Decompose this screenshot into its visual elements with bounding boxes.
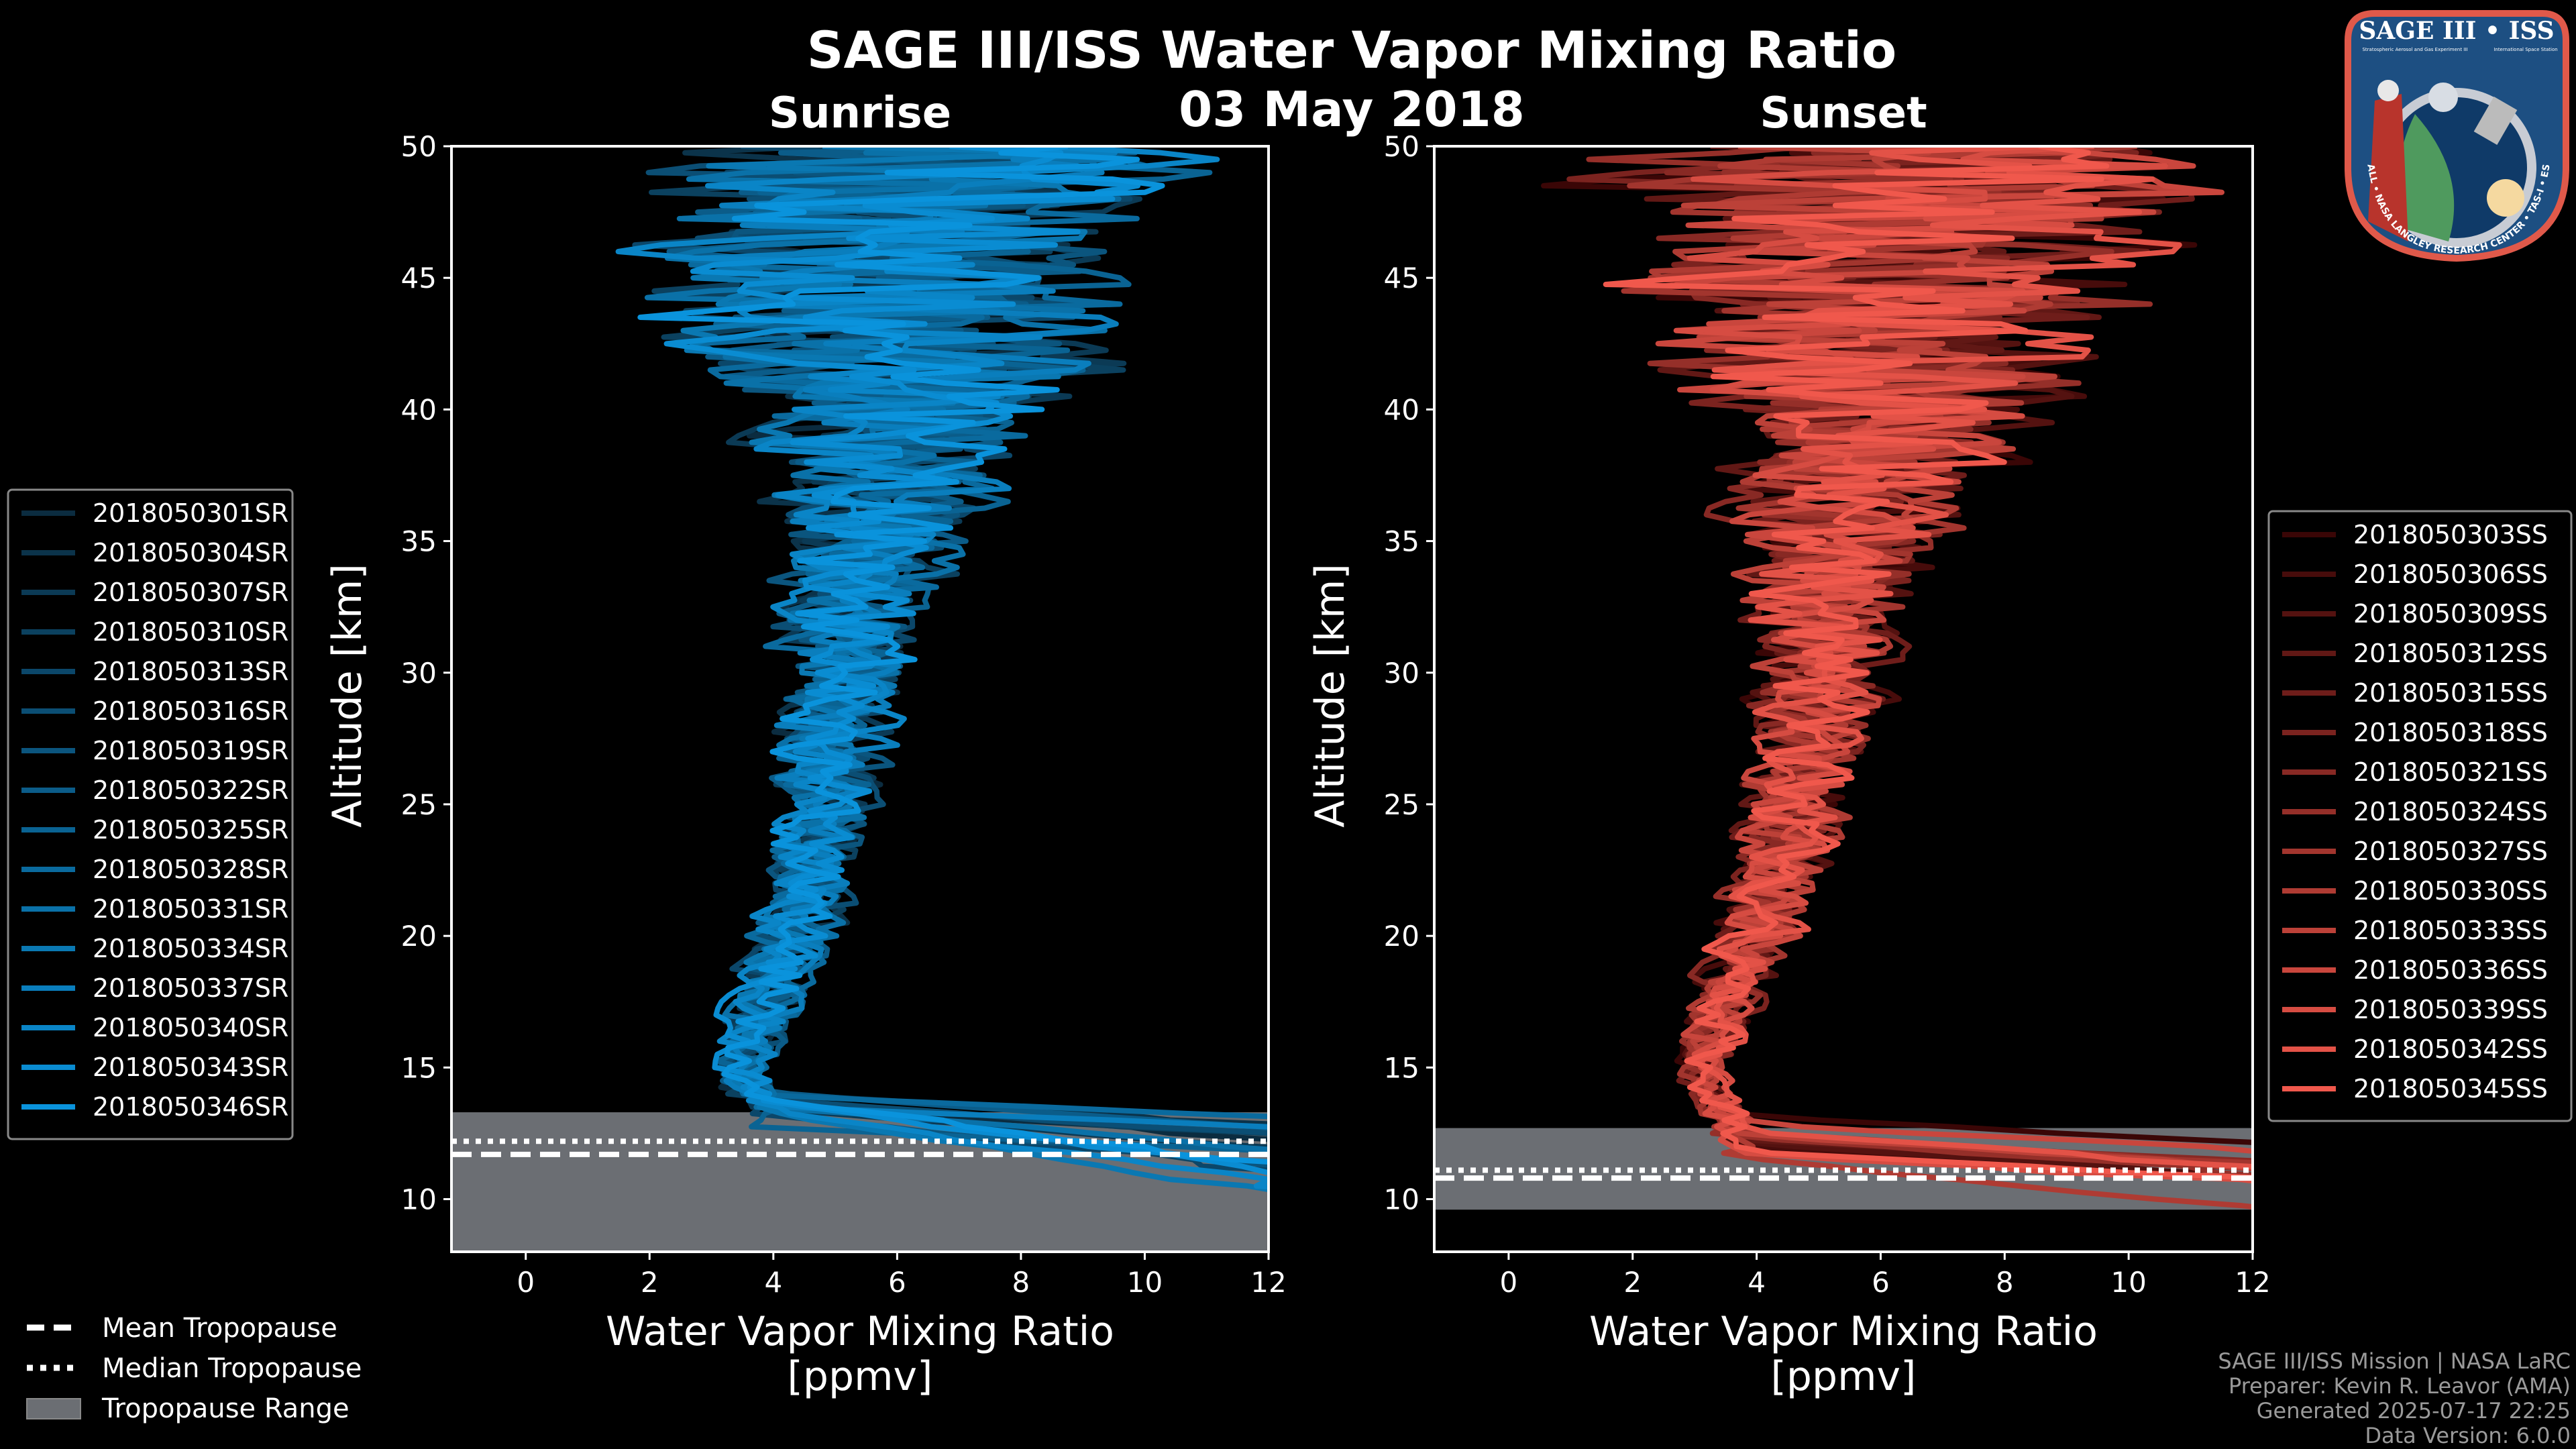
legend-label: 2018050337SR xyxy=(93,973,288,1003)
footer-line: Preparer: Kevin R. Leavor (AMA) xyxy=(2229,1373,2571,1399)
legend-mean-label: Mean Tropopause xyxy=(102,1313,337,1344)
sunset-panel: Sunset 2018050303SS 2018050306SS 2018050309… xyxy=(1307,89,2573,1400)
legend-label: 2018050321SS xyxy=(2353,757,2548,787)
legend-label: 2018050342SS xyxy=(2353,1034,2548,1064)
axes-frame xyxy=(450,145,1270,1253)
footer-line: Data Version: 6.0.0 xyxy=(2365,1423,2571,1448)
legend-label: 2018050324SS xyxy=(2353,797,2548,826)
x-tick-label: 4 xyxy=(764,1266,782,1299)
legend-label: 2018050333SS xyxy=(2353,916,2548,945)
panel-title: Sunrise xyxy=(769,89,951,138)
x-tick-label: 8 xyxy=(1996,1266,2014,1299)
legend-label: 2018050328SR xyxy=(93,855,288,884)
y-tick-label: 50 xyxy=(1384,130,1419,163)
y-tick-label: 20 xyxy=(1384,920,1419,953)
x-tick-label: 10 xyxy=(1127,1266,1163,1299)
legend-label: 2018050315SS xyxy=(2353,678,2548,708)
x-tick-label: 2 xyxy=(641,1266,659,1299)
y-tick-label: 45 xyxy=(401,262,437,294)
y-tick-label: 40 xyxy=(401,393,437,426)
y-tick-label: 25 xyxy=(401,788,437,821)
x-tick-label: 12 xyxy=(2235,1266,2270,1299)
y-tick-label: 25 xyxy=(1384,788,1419,821)
y-tick-label: 20 xyxy=(401,920,437,953)
y-axis-label: Altitude [km] xyxy=(1307,564,1354,828)
x-axis-units: [ppmv] xyxy=(788,1353,933,1400)
legend-label: 2018050334SR xyxy=(93,934,288,963)
figure-title: SAGE III/ISS Water Vapor Mixing Ratio xyxy=(807,20,1897,80)
figure-date: 03 May 2018 xyxy=(1179,81,1525,138)
footer-credits: SAGE III/ISS Mission | NASA LaRC Prepare… xyxy=(2218,1348,2571,1448)
y-tick-label: 15 xyxy=(1384,1051,1419,1084)
x-tick-label: 6 xyxy=(1872,1266,1890,1299)
profile-line-2018050337SR xyxy=(699,146,1269,1130)
legend-median-label: Median Tropopause xyxy=(102,1353,362,1384)
logo-title: SAGE III • ISS xyxy=(2359,17,2554,45)
legend-label: 2018050306SS xyxy=(2353,559,2548,589)
panel-title: Sunset xyxy=(1760,89,1927,138)
y-tick-label: 10 xyxy=(401,1183,437,1216)
y-tick-label: 40 xyxy=(1384,393,1419,426)
plot-area xyxy=(1434,146,2253,1210)
legend-label: 2018050319SR xyxy=(93,736,288,765)
sunrise-panel: Sunrise 2018050301SR 2018050304SR 201805030… xyxy=(7,89,1287,1400)
legend-label: 2018050346SR xyxy=(93,1092,288,1122)
legend-label: 2018050330SS xyxy=(2353,876,2548,906)
legend-label: 2018050312SS xyxy=(2353,639,2548,668)
legend-label: 2018050307SR xyxy=(93,578,288,607)
y-tick-label: 30 xyxy=(1384,657,1419,690)
y-tick-label: 35 xyxy=(1384,525,1419,558)
legend-label: 2018050318SS xyxy=(2353,718,2548,747)
legend-label: 2018050339SS xyxy=(2353,995,2548,1024)
x-axis-label: Water Vapor Mixing Ratio xyxy=(606,1308,1114,1355)
x-axis-units: [ppmv] xyxy=(1771,1353,1917,1400)
y-tick-label: 15 xyxy=(401,1051,437,1084)
y-tick-label: 45 xyxy=(1384,262,1419,294)
series-legend xyxy=(2267,510,2573,1122)
legend-label: 2018050304SR xyxy=(93,538,288,568)
legend-label: 2018050301SR xyxy=(93,498,288,528)
tropopause-legend: Mean Tropopause Median Tropopause Tropop… xyxy=(26,1313,362,1424)
legend-label: 2018050331SR xyxy=(93,894,288,924)
legend-label: 2018050310SR xyxy=(93,617,288,647)
logo-subtitle-left: Stratospheric Aerosol and Gas Experiment… xyxy=(2362,47,2467,52)
profile-line-2018050345SS xyxy=(1603,146,2253,1181)
y-tick-label: 10 xyxy=(1384,1183,1419,1216)
profile-line-2018050346SR xyxy=(637,146,1269,1165)
logo-subtitle-right: International Space Station xyxy=(2493,47,2557,52)
x-tick-label: 2 xyxy=(1623,1266,1642,1299)
y-tick-label: 50 xyxy=(401,130,437,163)
legend-label: 2018050327SS xyxy=(2353,837,2548,866)
x-tick-label: 6 xyxy=(888,1266,906,1299)
x-tick-label: 0 xyxy=(517,1266,535,1299)
legend-label: 2018050340SR xyxy=(93,1013,288,1042)
legend-label: 2018050309SS xyxy=(2353,599,2548,629)
x-tick-label: 10 xyxy=(2110,1266,2146,1299)
axes-frame xyxy=(1433,145,2254,1253)
legend-label: 2018050316SR xyxy=(93,696,288,726)
legend-label: 2018050303SS xyxy=(2353,520,2548,549)
x-tick-label: 12 xyxy=(1250,1266,1286,1299)
legend-label: 2018050322SR xyxy=(93,775,288,805)
y-tick-label: 35 xyxy=(401,525,437,558)
footer-line: SAGE III/ISS Mission | NASA LaRC xyxy=(2218,1348,2571,1374)
legend-label: 2018050313SR xyxy=(93,657,288,686)
x-tick-label: 0 xyxy=(1500,1266,1518,1299)
plot-area xyxy=(451,146,1269,1252)
legend-label: 2018050325SR xyxy=(93,815,288,845)
legend-range-swatch xyxy=(26,1398,81,1419)
legend-label: 2018050336SS xyxy=(2353,955,2548,985)
legend-label: 2018050343SR xyxy=(93,1053,288,1082)
x-tick-label: 8 xyxy=(1012,1266,1030,1299)
legend-range-label: Tropopause Range xyxy=(101,1393,350,1424)
y-axis-label: Altitude [km] xyxy=(324,564,371,828)
footer-line: Generated 2025-07-17 22:25 xyxy=(2257,1398,2571,1424)
x-axis-label: Water Vapor Mixing Ratio xyxy=(1589,1308,2098,1355)
series-legend xyxy=(7,488,294,1140)
y-tick-label: 30 xyxy=(401,657,437,690)
x-tick-label: 4 xyxy=(1748,1266,1766,1299)
legend-label: 2018050345SS xyxy=(2353,1074,2548,1104)
